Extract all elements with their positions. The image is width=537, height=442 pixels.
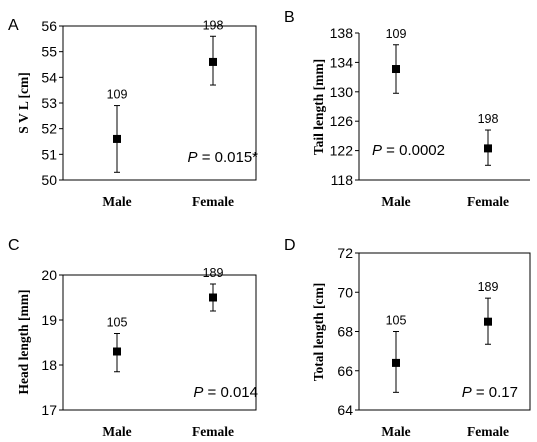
y-tick-label: 68 [337, 324, 353, 340]
y-tick-label: 18 [41, 357, 57, 373]
x-category-label: Male [102, 424, 131, 439]
sample-size-label: 109 [386, 27, 407, 41]
y-tick-label: 54 [41, 69, 57, 85]
y-axis-label: Tail length [mm] [311, 59, 326, 155]
y-tick-label: 138 [330, 25, 354, 41]
y-tick-label: 122 [330, 143, 354, 159]
mean-point [392, 65, 400, 74]
y-tick-label: 66 [337, 363, 353, 379]
y-axis-label: Head length [mm] [16, 290, 31, 395]
y-tick-label: 51 [41, 146, 57, 162]
y-tick-label: 53 [41, 95, 57, 111]
x-category-label: Male [381, 424, 410, 439]
p-value-label: P = 0.17 [462, 384, 518, 401]
mean-point [113, 347, 121, 356]
y-tick-label: 134 [330, 54, 354, 70]
y-tick-label: 52 [41, 121, 57, 137]
panel-letter: D [284, 237, 296, 254]
p-value-label: P = 0.014 [193, 384, 258, 401]
p-value-label: P = 0.015* [188, 149, 259, 166]
sample-size-label: 105 [107, 316, 128, 330]
p-value-label: P = 0.0002 [372, 142, 445, 159]
y-tick-label: 118 [331, 172, 354, 188]
y-tick-label: 72 [337, 245, 353, 261]
y-axis-label: S V L [cm] [16, 72, 31, 133]
sample-size-label: 109 [107, 88, 128, 102]
y-tick-label: 20 [41, 267, 57, 283]
y-tick-label: 19 [41, 312, 57, 328]
plot-frame [62, 274, 257, 411]
sample-size-label: 189 [203, 266, 224, 280]
x-category-label: Female [467, 424, 509, 439]
sample-size-label: 189 [478, 280, 499, 294]
mean-point [484, 144, 492, 153]
mean-point [209, 293, 217, 302]
panel-letter: C [8, 237, 20, 254]
y-tick-label: 130 [330, 84, 354, 100]
x-category-label: Male [102, 194, 131, 209]
y-tick-label: 50 [41, 172, 57, 188]
panel-letter: A [8, 17, 19, 34]
x-category-label: Female [467, 194, 509, 209]
mean-point [113, 134, 121, 143]
panel-c: C 17 18 19 20 Head length [mm] Male Female 105 18… [8, 237, 258, 439]
y-tick-label: 70 [337, 284, 353, 300]
panel-b: B 118 122 126 130 134 138 Tail length [mm] Male F… [284, 9, 530, 209]
panel-letter: B [284, 9, 295, 26]
y-tick-label: 56 [41, 18, 57, 34]
panel-a: A 50 51 52 53 54 55 56 S V L [cm] Male Female 109 19… [8, 17, 258, 209]
y-tick-label: 64 [337, 402, 353, 418]
y-tick-label: 126 [330, 113, 354, 129]
y-tick-label: 17 [41, 402, 57, 418]
x-category-label: Female [192, 424, 234, 439]
mean-point [209, 57, 217, 66]
mean-point [484, 317, 492, 326]
x-category-label: Female [192, 194, 234, 209]
mean-point [392, 358, 400, 367]
y-axis-label: Total length [cm] [311, 283, 326, 382]
sample-size-label: 105 [386, 314, 407, 328]
y-tick-label: 55 [41, 44, 57, 60]
x-category-label: Male [381, 194, 410, 209]
panel-d: D 64 66 68 70 72 Total length [cm] Male Female 10… [284, 237, 531, 439]
sample-size-label: 198 [478, 112, 499, 126]
sample-size-label: 198 [203, 18, 224, 32]
